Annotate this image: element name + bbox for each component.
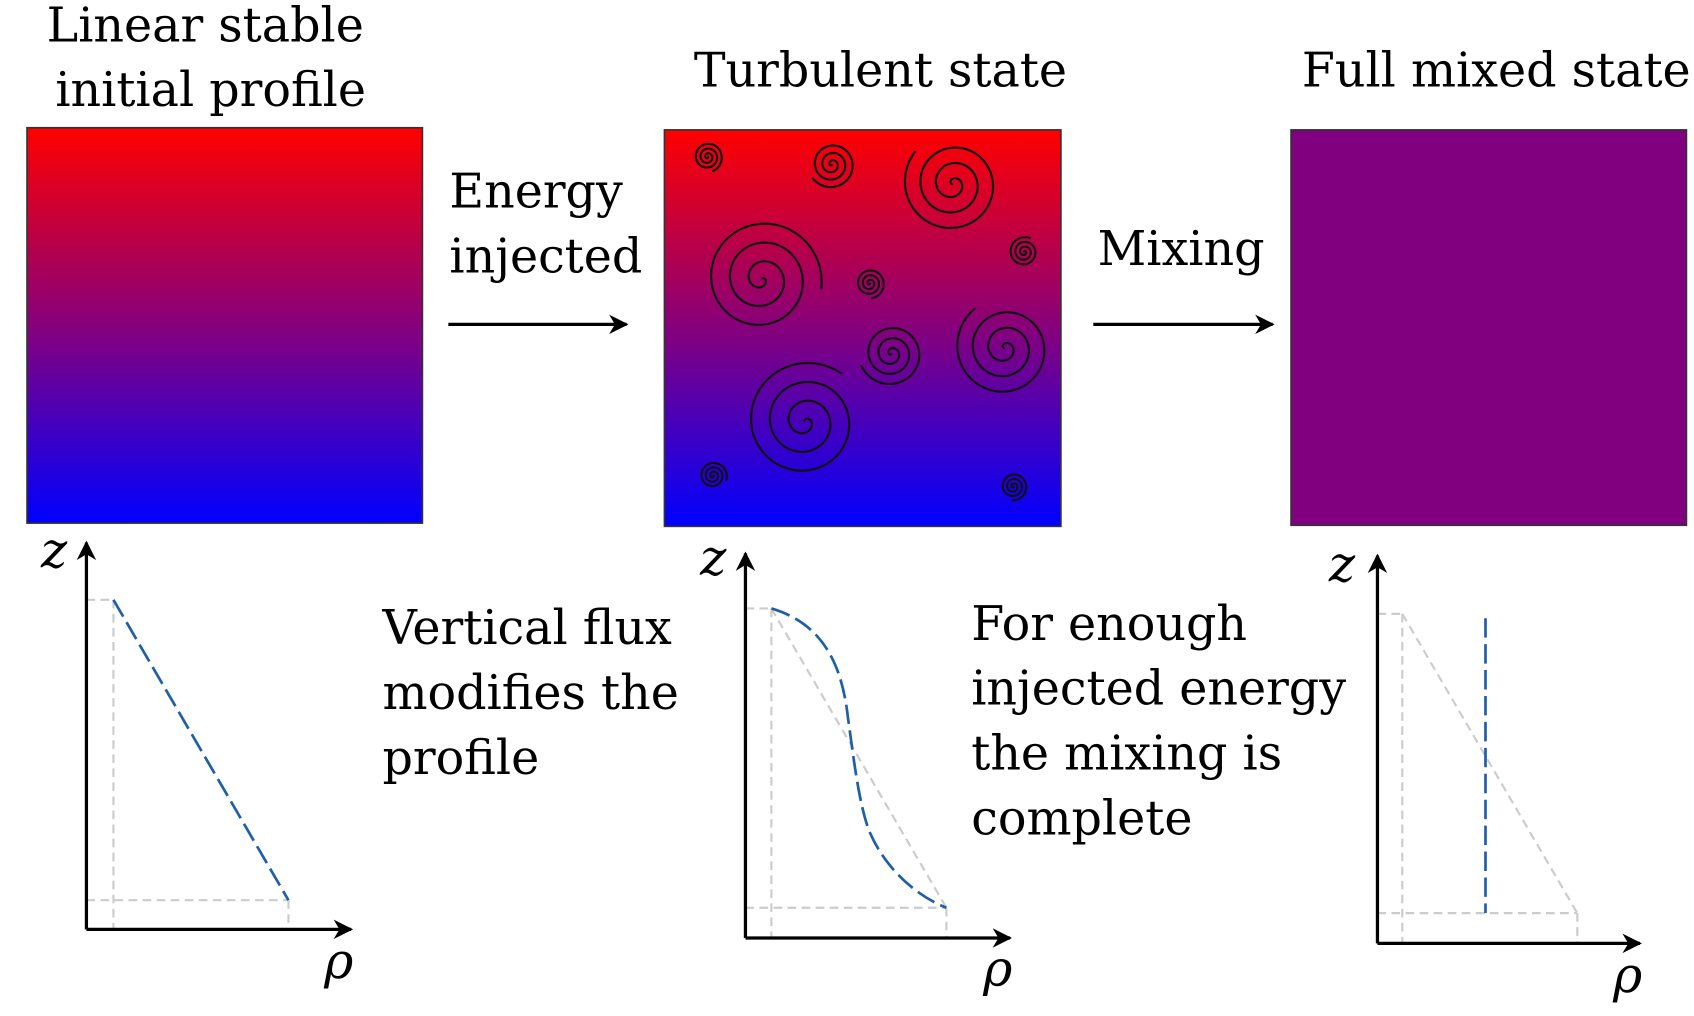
eddy <box>710 222 823 326</box>
note: complete <box>971 791 1192 846</box>
profile-plot <box>76 540 354 940</box>
panel-title: Turbulent state <box>694 44 1067 99</box>
eddy <box>856 269 885 300</box>
axis-label: z <box>699 529 727 587</box>
eddy <box>811 144 854 189</box>
eddy <box>749 361 851 472</box>
eddies <box>694 142 1046 502</box>
transition-label: injected <box>449 229 642 284</box>
note: For enough <box>971 597 1247 652</box>
eddy <box>700 461 728 488</box>
note: injected energy <box>971 662 1346 717</box>
panel-title: Linear stable <box>47 0 364 53</box>
eddy <box>1001 473 1028 502</box>
profile-plot <box>1367 553 1642 954</box>
eddy <box>1009 236 1037 266</box>
axis-label: ρ <box>982 940 1012 998</box>
note: the mixing is <box>971 726 1282 781</box>
note: modifies the <box>382 666 678 721</box>
eddy <box>694 142 723 173</box>
axis-label: ρ <box>1612 946 1642 1004</box>
eddy <box>903 146 995 230</box>
eddy <box>956 307 1046 393</box>
axis-label: z <box>1328 535 1356 593</box>
note: Vertical flux <box>381 601 672 656</box>
axis-label: ρ <box>323 932 353 990</box>
note: profile <box>382 731 539 786</box>
profile-plot <box>735 551 1013 948</box>
axis-label: z <box>40 521 68 579</box>
initial-box <box>26 126 424 524</box>
panel-title: initial profile <box>55 63 366 118</box>
turbulent-box <box>663 129 1062 528</box>
eddy <box>860 326 921 386</box>
transition-label: Energy <box>449 165 623 220</box>
panel-title: Full mixed state <box>1302 44 1691 99</box>
mixed-box <box>1290 129 1688 527</box>
transition-label: Mixing <box>1098 222 1265 277</box>
